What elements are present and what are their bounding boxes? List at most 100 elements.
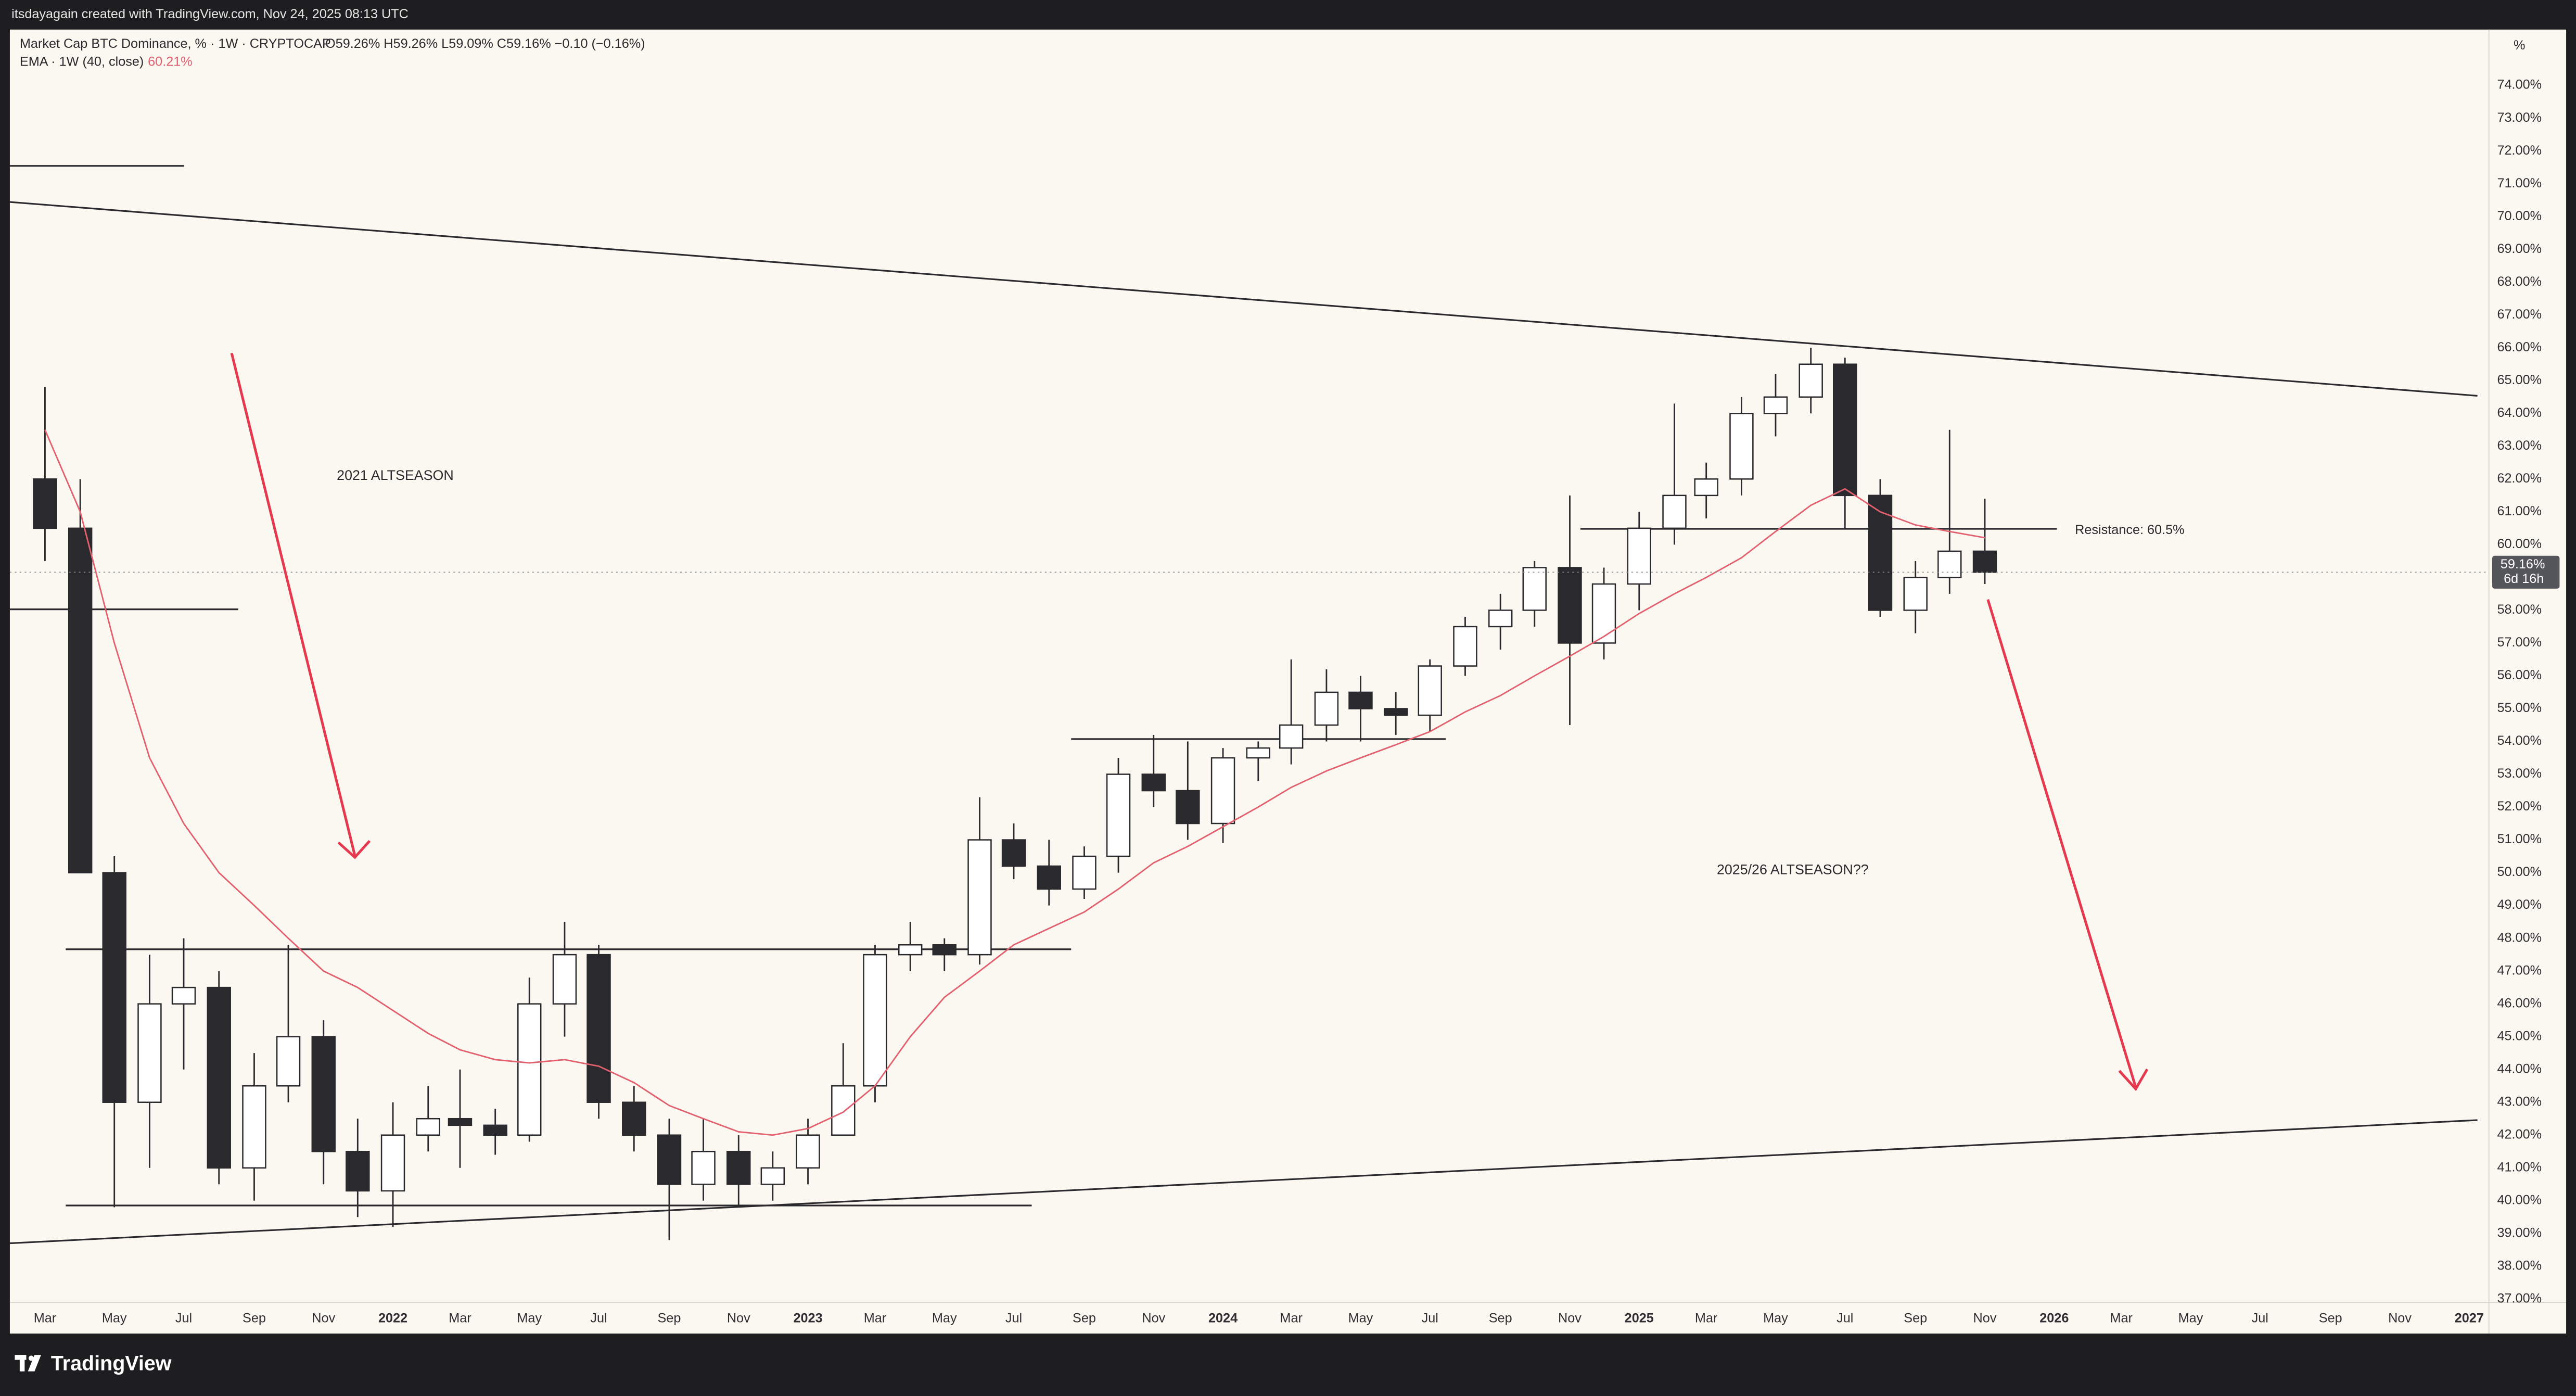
candle-body <box>586 954 611 1103</box>
x-tick-label: Nov <box>1142 1311 1165 1325</box>
candle-body <box>416 1118 440 1136</box>
x-tick-label: Sep <box>1073 1311 1096 1325</box>
candle-body <box>1279 724 1304 749</box>
y-tick-label: 51.00% <box>2497 832 2542 846</box>
y-tick-label: 74.00% <box>2497 78 2542 92</box>
x-tick-label: Jul <box>590 1311 607 1325</box>
x-tick-label: Sep <box>1904 1311 1927 1325</box>
candle-body <box>932 944 957 956</box>
y-tick-label: 48.00% <box>2497 930 2542 945</box>
candle-body <box>796 1134 820 1169</box>
candle-body <box>33 478 57 529</box>
candle-body <box>380 1134 405 1192</box>
candle-body <box>691 1150 716 1185</box>
candle-body <box>1488 610 1513 628</box>
annotation: 2021 ALTSEASON <box>337 467 454 483</box>
x-tick-label: Nov <box>2388 1311 2412 1325</box>
x-tick-label: May <box>102 1311 127 1325</box>
y-tick-label: 58.00% <box>2497 602 2542 617</box>
y-tick-label: 46.00% <box>2497 996 2542 1010</box>
y-tick-label: 44.00% <box>2497 1061 2542 1076</box>
x-tick-label: Sep <box>658 1311 681 1325</box>
candle-body <box>137 1003 162 1103</box>
legend-title: Market Cap BTC Dominance, % · 1W · CRYPT… <box>20 36 331 51</box>
y-tick-label: 45.00% <box>2497 1029 2542 1043</box>
x-tick-label: Mar <box>34 1311 56 1325</box>
candle-body <box>1903 577 1928 611</box>
y-tick-label: 54.00% <box>2497 733 2542 748</box>
y-tick-label: 38.00% <box>2497 1258 2542 1273</box>
countdown-label: 6d 16h <box>2504 572 2544 586</box>
y-tick-label: 62.00% <box>2497 471 2542 486</box>
legend-ohlc: O59.26% H59.26% L59.09% C59.16% −0.10 (−… <box>325 36 645 51</box>
last-price-box <box>2492 555 2560 589</box>
y-tick-label: 50.00% <box>2497 865 2542 879</box>
candle-body <box>448 1118 473 1126</box>
candle-body <box>967 839 992 956</box>
x-tick-label: Mar <box>2110 1311 2132 1325</box>
x-tick-label: Nov <box>727 1311 750 1325</box>
x-tick-label: Sep <box>2319 1311 2342 1325</box>
x-tick-label: Sep <box>1489 1311 1512 1325</box>
plot <box>33 348 1997 1240</box>
candle-body <box>1591 583 1616 644</box>
y-tick-label: 70.00% <box>2497 209 2542 223</box>
y-tick-label: 67.00% <box>2497 307 2542 322</box>
candle-body <box>1246 747 1271 759</box>
candle-body <box>207 986 231 1169</box>
y-tick-label: 65.00% <box>2497 373 2542 387</box>
candle-body <box>171 986 196 1005</box>
x-tick-label: Nov <box>1558 1311 1582 1325</box>
x-tick-label: Mar <box>449 1311 471 1325</box>
y-tick-label: 40.00% <box>2497 1192 2542 1207</box>
annotation: Resistance: 60.5% <box>2075 523 2184 537</box>
x-tick-label: 2023 <box>793 1311 822 1325</box>
y-tick-label: 55.00% <box>2497 701 2542 715</box>
logo <box>15 1355 41 1372</box>
candle-body <box>657 1134 682 1185</box>
candle-body <box>1141 773 1166 792</box>
candle-body <box>1868 494 1893 611</box>
candle-body <box>1522 567 1547 611</box>
candle-body <box>1348 691 1373 709</box>
candle-body <box>1453 626 1477 667</box>
candle-body <box>1001 839 1026 867</box>
x-tick-label: Mar <box>1280 1311 1302 1325</box>
credit: itsdayagain created with TradingView.com… <box>11 7 409 21</box>
x-tick-label: May <box>932 1311 957 1325</box>
candle-body <box>242 1085 266 1169</box>
x-tick-label: May <box>517 1311 542 1325</box>
last-price-label: 59.16% <box>2501 557 2545 572</box>
x-tick-label: Jul <box>1837 1311 1853 1325</box>
x-tick-label: Nov <box>312 1311 335 1325</box>
y-tick-label: 56.00% <box>2497 668 2542 682</box>
legend-ema-value: 60.21% <box>148 55 193 69</box>
x-tick-label: Nov <box>1973 1311 1997 1325</box>
drawings <box>9 165 2478 1245</box>
candle-body <box>898 944 923 956</box>
footer <box>0 1334 2576 1396</box>
candle-body <box>1833 363 1857 497</box>
candle-body <box>760 1167 785 1185</box>
x-tick-label: May <box>1348 1311 1373 1325</box>
candle-body <box>552 954 577 1005</box>
chart-background <box>9 29 2567 1334</box>
y-tick-label: 53.00% <box>2497 766 2542 781</box>
y-tick-label: 57.00% <box>2497 635 2542 650</box>
y-tick-label: 41.00% <box>2497 1160 2542 1174</box>
candle-body <box>1729 413 1754 480</box>
y-tick-label: 71.00% <box>2497 176 2542 191</box>
y-tick-label: 47.00% <box>2497 963 2542 978</box>
y-tick-label: 63.00% <box>2497 438 2542 453</box>
annotation: 2025/26 ALTSEASON?? <box>1717 861 1869 877</box>
candle-body <box>1072 855 1096 890</box>
y-tick-label: 73.00% <box>2497 110 2542 125</box>
x-tick-label: 2027 <box>2455 1311 2484 1325</box>
x-tick-label: 2026 <box>2039 1311 2069 1325</box>
x-tick-label: May <box>2178 1311 2203 1325</box>
candle-body <box>863 954 887 1087</box>
lower-trendline <box>9 1119 2478 1245</box>
candle-body <box>1799 363 1823 398</box>
candle-body <box>483 1124 507 1136</box>
upper-trendline <box>9 201 2478 397</box>
